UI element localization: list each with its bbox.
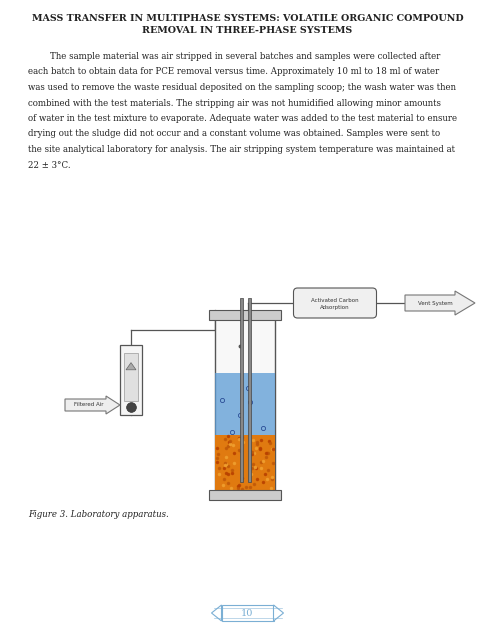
Bar xyxy=(248,298,250,482)
Bar xyxy=(215,435,275,490)
Text: was used to remove the waste residual deposited on the sampling scoop; the wash : was used to remove the waste residual de… xyxy=(28,83,456,92)
Text: Figure 3. Laboratory apparatus.: Figure 3. Laboratory apparatus. xyxy=(28,510,169,519)
Bar xyxy=(209,490,281,500)
Text: Activated Carbon: Activated Carbon xyxy=(311,298,359,303)
Text: the site analytical laboratory for analysis. The air stripping system temperatur: the site analytical laboratory for analy… xyxy=(28,145,455,154)
Bar xyxy=(209,310,281,320)
Bar xyxy=(124,353,138,401)
Text: REMOVAL IN THREE-PHASE SYSTEMS: REMOVAL IN THREE-PHASE SYSTEMS xyxy=(143,26,352,35)
FancyArrow shape xyxy=(65,396,120,414)
Text: combined with the test materials. The stripping air was not humidified allowing : combined with the test materials. The st… xyxy=(28,99,441,108)
Bar xyxy=(240,298,243,482)
Bar xyxy=(221,605,274,621)
Polygon shape xyxy=(274,605,284,621)
Bar xyxy=(120,345,142,415)
FancyBboxPatch shape xyxy=(294,288,377,318)
Text: 10: 10 xyxy=(242,609,253,618)
Bar xyxy=(215,318,275,490)
Text: The sample material was air stripped in several batches and samples were collect: The sample material was air stripped in … xyxy=(28,52,441,61)
Text: drying out the sludge did not occur and a constant volume was obtained. Samples : drying out the sludge did not occur and … xyxy=(28,129,440,138)
Text: Filtered Air: Filtered Air xyxy=(74,403,103,408)
Text: Vent System: Vent System xyxy=(418,301,452,305)
Polygon shape xyxy=(126,363,136,370)
Text: of water in the test mixture to evaporate. Adequate water was added to the test : of water in the test mixture to evaporat… xyxy=(28,114,457,123)
Bar xyxy=(215,373,275,435)
Text: MASS TRANSFER IN MULTIPHASE SYSTEMS: VOLATILE ORGANIC COMPOUND: MASS TRANSFER IN MULTIPHASE SYSTEMS: VOL… xyxy=(32,14,463,23)
Text: each batch to obtain data for PCE removal versus time. Approximately 10 ml to 18: each batch to obtain data for PCE remova… xyxy=(28,67,439,77)
Polygon shape xyxy=(211,605,221,621)
Text: 22 ± 3°C.: 22 ± 3°C. xyxy=(28,161,71,170)
FancyArrow shape xyxy=(405,291,475,315)
Text: Adsorption: Adsorption xyxy=(320,305,350,310)
